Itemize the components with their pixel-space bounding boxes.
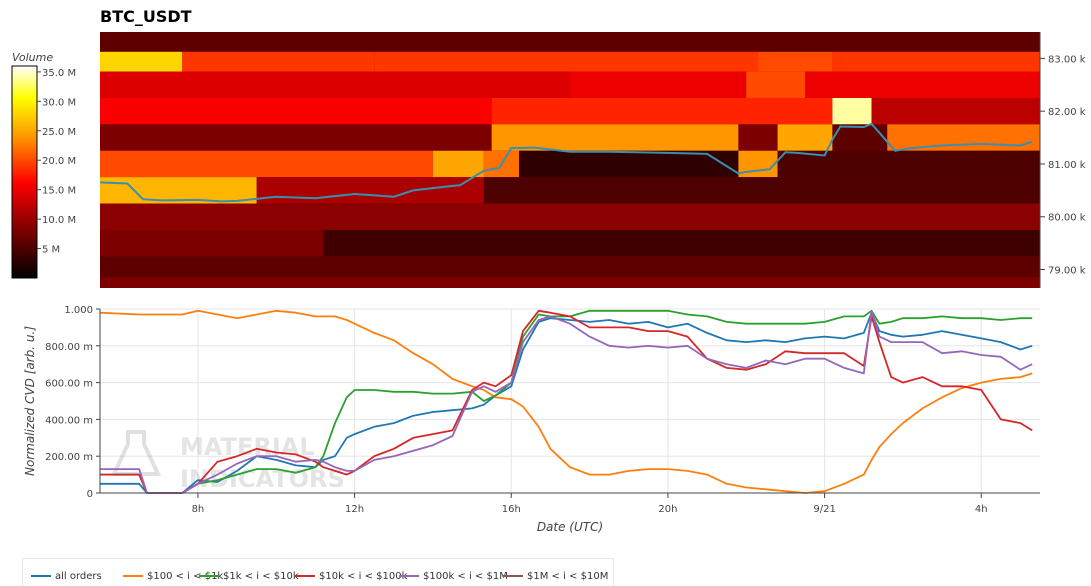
heatmap-cell — [871, 97, 1040, 125]
legend-item[interactable]: $1M < i < $10M — [503, 571, 608, 582]
heatmap-cell — [832, 97, 872, 125]
cvd-y-axis: 0 200.00 m 400.00 m 600.00 m 800.00 m 1.000 — [45, 305, 101, 500]
colorbar-tick-label: 5 M — [42, 245, 60, 256]
cvd-y-tick-label: 200.00 m — [45, 452, 93, 463]
cvd-y-tick-label: 800.00 m — [45, 342, 93, 353]
legend-swatch — [31, 575, 51, 577]
heatmap-cell — [100, 203, 1040, 230]
cvd-y-tick-label: 0 — [87, 489, 93, 500]
heatmap-cell — [100, 229, 324, 257]
colorbar: Volume 35.0 M 30.0 M 25.0 M 20.0 M 15.0 M 10.… — [11, 51, 76, 279]
heatmap-cell — [100, 32, 1040, 52]
heatmap-cell — [805, 71, 1040, 98]
heatmap-cell — [100, 51, 183, 72]
cvd-x-tick-label: 9/21 — [813, 504, 835, 515]
cvd-x-tick-label: 20h — [658, 504, 677, 515]
cvd-plot-area — [100, 309, 1040, 493]
heatmap-cell — [832, 51, 1040, 72]
cvd-x-tick-label: 16h — [502, 504, 521, 515]
legend-label: $10k < i < $100k — [319, 571, 408, 582]
x-axis-title: Date (UTC) — [537, 520, 603, 534]
legend-swatch — [295, 575, 315, 577]
legend-swatch — [399, 575, 419, 577]
watermark-text: MATERIAL — [180, 433, 315, 461]
legend-item[interactable]: all orders — [31, 571, 102, 582]
colorbar-tick-label: 15.0 M — [42, 186, 76, 197]
cvd-x-tick-label: 12h — [345, 504, 364, 515]
heatmap-cell — [738, 124, 778, 151]
legend-label: $100k < i < $1M — [423, 571, 508, 582]
legend-label: all orders — [55, 571, 102, 582]
cvd-series-line — [100, 309, 1033, 494]
heatmap-cell — [100, 256, 1040, 278]
heatmap-y-tick-label: 80.00 k — [1048, 213, 1086, 224]
cvd-x-tick-label: 8h — [192, 504, 205, 515]
heatmap-cell — [832, 124, 888, 151]
heatmap-cell — [777, 124, 833, 151]
legend-item[interactable]: $10k < i < $100k — [295, 571, 407, 582]
heatmap-y-tick-label: 82.00 k — [1048, 107, 1086, 118]
cvd-series-line — [100, 309, 1033, 494]
heatmap-cell — [746, 71, 805, 98]
heatmap-y-tick-label: 81.00 k — [1048, 160, 1086, 171]
cvd-y-tick-label: 400.00 m — [45, 415, 93, 426]
heatmap-cell — [100, 97, 492, 125]
heatmap-y-axis: 83.00 k 82.00 k 81.00 k 80.00 k 79.00 k — [1039, 32, 1086, 288]
legend-label: $100 < i < $1k — [147, 571, 224, 582]
price-line — [99, 122, 1033, 203]
legend-swatch — [199, 575, 219, 577]
legend-item[interactable]: $100k < i < $1M — [399, 571, 508, 582]
legend-swatch — [503, 575, 523, 577]
chart-canvas: Volume 35.0 M 30.0 M 25.0 M 20.0 M 15.0 M 10.… — [11, 32, 1086, 534]
heatmap-cell — [100, 177, 257, 204]
cvd-series-line — [100, 309, 1033, 494]
legend-label: $1M < i < $10M — [527, 571, 609, 582]
heatmap-cell — [100, 71, 570, 98]
colorbar-gradient — [11, 65, 38, 279]
heatmap-cell — [483, 177, 1040, 204]
cvd-series — [99, 309, 1033, 494]
heatmap-cell — [758, 51, 833, 72]
heatmap-cell — [256, 177, 484, 204]
heatmap-y-tick-label: 79.00 k — [1048, 266, 1086, 277]
colorbar-tick-label: 35.0 M — [42, 68, 76, 79]
y-axis-title: Normalized CVD [arb. u.] — [23, 326, 37, 476]
heatmap-cell — [100, 124, 492, 151]
heatmap-panel: 83.00 k 82.00 k 81.00 k 80.00 k 79.00 k — [99, 32, 1086, 288]
heatmap-cell — [519, 150, 739, 178]
cvd-x-axis: 8h 12h 16h 20h 9/21 4h — [100, 492, 1040, 515]
colorbar-tick-label: 20.0 M — [42, 156, 76, 167]
heatmap-cell — [374, 51, 758, 72]
cvd-y-tick-label: 600.00 m — [45, 379, 93, 390]
heatmap-cell — [323, 229, 1040, 257]
heatmap-cell — [100, 277, 1040, 288]
heatmap-cells — [100, 32, 1040, 288]
legend: all orders $100 < i < $1k $1k < i < $10k $1… — [22, 558, 614, 586]
heatmap-cell — [432, 150, 484, 178]
legend-item[interactable]: $100 < i < $1k — [123, 571, 223, 582]
flask-icon — [110, 430, 162, 476]
colorbar-ticks: 35.0 M 30.0 M 25.0 M 20.0 M 15.0 M 10.0 M 5 M — [37, 68, 76, 256]
heatmap-cell — [100, 150, 433, 178]
heatmap-cell — [182, 51, 375, 72]
colorbar-title: Volume — [12, 51, 53, 64]
cvd-x-tick-label: 4h — [975, 504, 988, 515]
legend-label: $1k < i < $10k — [223, 571, 299, 582]
cvd-series-line — [99, 309, 1033, 494]
heatmap-cell — [570, 71, 747, 98]
heatmap-y-tick-label: 83.00 k — [1048, 54, 1086, 65]
heatmap-cell — [491, 124, 739, 151]
colorbar-tick-label: 10.0 M — [42, 215, 76, 226]
colorbar-tick-label: 30.0 M — [42, 97, 76, 108]
chart-title: BTC_USDT — [100, 7, 192, 26]
colorbar-tick-label: 25.0 M — [42, 127, 76, 138]
heatmap-cell — [887, 124, 1040, 151]
legend-item[interactable]: $1k < i < $10k — [199, 571, 299, 582]
cvd-y-tick-label: 1.000 — [64, 305, 93, 316]
heatmap-cell — [491, 97, 833, 125]
legend-swatch — [123, 575, 143, 577]
